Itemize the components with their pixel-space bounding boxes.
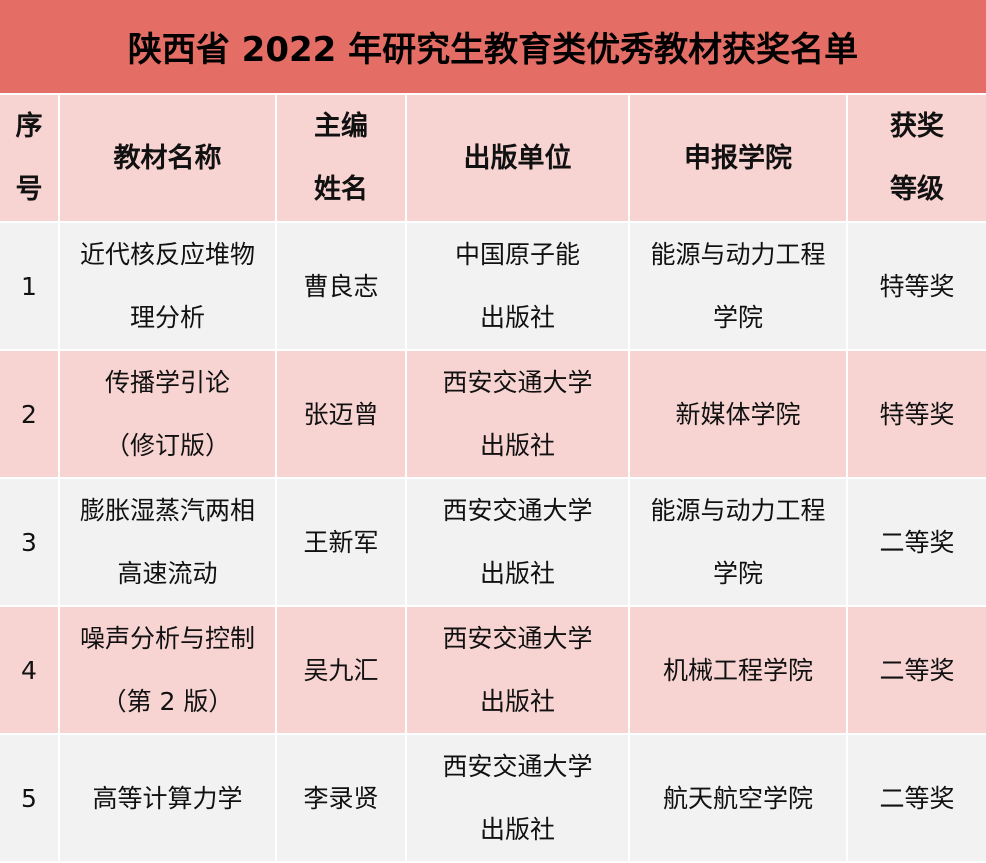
cell-editor: 李录贤 bbox=[275, 733, 407, 863]
cell-award-level: 二等奖 bbox=[846, 733, 986, 863]
cell-publisher: 西安交通大学 出版社 bbox=[405, 477, 630, 607]
cell-textbook-name: 高等计算力学 bbox=[58, 733, 277, 863]
cell-award-level: 特等奖 bbox=[846, 349, 986, 479]
cell-textbook-name: 近代核反应堆物 理分析 bbox=[58, 221, 277, 351]
header-publisher: 出版单位 bbox=[405, 95, 630, 223]
page-title: 陕西省 2022 年研究生教育类优秀教材获奖名单 bbox=[0, 0, 986, 95]
cell-school: 能源与动力工程 学院 bbox=[628, 221, 848, 351]
cell-index: 2 bbox=[0, 349, 60, 479]
cell-publisher: 西安交通大学 出版社 bbox=[405, 349, 630, 479]
cell-textbook-name: 膨胀湿蒸汽两相 高速流动 bbox=[58, 477, 277, 607]
cell-publisher: 西安交通大学 出版社 bbox=[405, 733, 630, 863]
cell-index: 5 bbox=[0, 733, 60, 863]
cell-editor: 张迈曾 bbox=[275, 349, 407, 479]
cell-school: 能源与动力工程 学院 bbox=[628, 477, 848, 607]
header-school: 申报学院 bbox=[628, 95, 848, 223]
cell-textbook-name: 传播学引论 （修订版） bbox=[58, 349, 277, 479]
cell-publisher: 西安交通大学 出版社 bbox=[405, 605, 630, 735]
cell-index: 4 bbox=[0, 605, 60, 735]
cell-award-level: 二等奖 bbox=[846, 477, 986, 607]
table-row: 2 传播学引论 （修订版） 张迈曾 西安交通大学 出版社 新媒体学院 特等奖 bbox=[0, 349, 986, 479]
cell-textbook-name: 噪声分析与控制 （第 2 版） bbox=[58, 605, 277, 735]
cell-publisher: 中国原子能 出版社 bbox=[405, 221, 630, 351]
cell-index: 3 bbox=[0, 477, 60, 607]
cell-editor: 曹良志 bbox=[275, 221, 407, 351]
header-award-level: 获奖 等级 bbox=[846, 95, 986, 223]
table-row: 5 高等计算力学 李录贤 西安交通大学 出版社 航天航空学院 二等奖 bbox=[0, 733, 986, 863]
cell-school: 新媒体学院 bbox=[628, 349, 848, 479]
table-row: 3 膨胀湿蒸汽两相 高速流动 王新军 西安交通大学 出版社 能源与动力工程 学院 二等奖 bbox=[0, 477, 986, 607]
cell-school: 航天航空学院 bbox=[628, 733, 848, 863]
table-row: 4 噪声分析与控制 （第 2 版） 吴九汇 西安交通大学 出版社 机械工程学院 二等奖 bbox=[0, 605, 986, 735]
header-editor: 主编 姓名 bbox=[275, 95, 407, 223]
table-row: 1 近代核反应堆物 理分析 曹良志 中国原子能 出版社 能源与动力工程 学院 特等奖 bbox=[0, 221, 986, 351]
cell-index: 1 bbox=[0, 221, 60, 351]
header-row: 序 号 教材名称 主编 姓名 出版单位 申报学院 获奖 等级 bbox=[0, 95, 986, 223]
header-textbook-name: 教材名称 bbox=[58, 95, 277, 223]
cell-award-level: 二等奖 bbox=[846, 605, 986, 735]
cell-editor: 吴九汇 bbox=[275, 605, 407, 735]
header-index: 序 号 bbox=[0, 95, 60, 223]
cell-editor: 王新军 bbox=[275, 477, 407, 607]
award-table: 序 号 教材名称 主编 姓名 出版单位 申报学院 获奖 等级 1 近代核反应堆物 … bbox=[0, 95, 986, 863]
cell-school: 机械工程学院 bbox=[628, 605, 848, 735]
cell-award-level: 特等奖 bbox=[846, 221, 986, 351]
